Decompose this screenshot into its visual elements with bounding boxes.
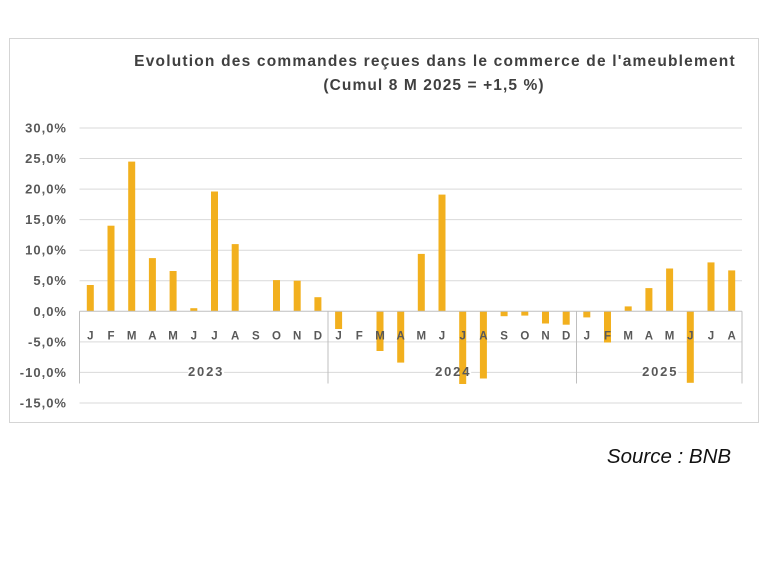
svg-text:Source : BNB: Source : BNB (607, 445, 731, 468)
svg-text:J: J (584, 331, 590, 343)
svg-text:J: J (87, 331, 93, 343)
svg-text:S: S (500, 331, 508, 343)
svg-text:O: O (520, 331, 529, 343)
svg-text:A: A (148, 331, 156, 343)
svg-text:F: F (356, 331, 363, 343)
svg-text:30,0%: 30,0% (25, 121, 67, 136)
svg-text:2025: 2025 (642, 364, 678, 379)
svg-text:A: A (728, 331, 736, 343)
svg-text:N: N (541, 331, 549, 343)
svg-text:A: A (397, 331, 405, 343)
svg-text:M: M (417, 331, 427, 343)
svg-text:A: A (645, 331, 653, 343)
svg-text:J: J (687, 331, 693, 343)
svg-text:-15,0%: -15,0% (20, 396, 67, 411)
svg-text:J: J (439, 331, 445, 343)
svg-text:25,0%: 25,0% (25, 151, 67, 166)
svg-text:A: A (479, 331, 487, 343)
svg-text:M: M (168, 331, 178, 343)
svg-text:J: J (211, 331, 217, 343)
svg-text:F: F (107, 331, 114, 343)
svg-text:N: N (293, 331, 301, 343)
svg-text:M: M (375, 331, 385, 343)
svg-text:M: M (623, 331, 633, 343)
svg-text:J: J (459, 331, 465, 343)
svg-text:J: J (191, 331, 197, 343)
svg-text:M: M (665, 331, 675, 343)
svg-text:J: J (335, 331, 341, 343)
svg-text:M: M (127, 331, 137, 343)
svg-text:2024: 2024 (435, 364, 471, 379)
svg-text:10,0%: 10,0% (25, 243, 67, 258)
svg-text:2023: 2023 (188, 364, 224, 379)
svg-text:S: S (252, 331, 260, 343)
svg-text:5,0%: 5,0% (33, 273, 67, 288)
svg-text:(Cumul 8 M 2025 = +1,5 %): (Cumul 8 M 2025 = +1,5 %) (323, 77, 544, 94)
svg-text:20,0%: 20,0% (25, 182, 67, 197)
svg-text:A: A (231, 331, 239, 343)
svg-text:D: D (314, 331, 322, 343)
svg-text:-5,0%: -5,0% (28, 334, 67, 349)
svg-text:0,0%: 0,0% (33, 304, 67, 319)
svg-text:D: D (562, 331, 570, 343)
svg-text:-10,0%: -10,0% (20, 365, 67, 380)
svg-text:F: F (604, 331, 611, 343)
svg-text:Evolution des commandes reçues: Evolution des commandes reçues dans le c… (134, 53, 736, 70)
svg-text:15,0%: 15,0% (25, 212, 67, 227)
svg-text:J: J (708, 331, 714, 343)
svg-text:O: O (272, 331, 281, 343)
